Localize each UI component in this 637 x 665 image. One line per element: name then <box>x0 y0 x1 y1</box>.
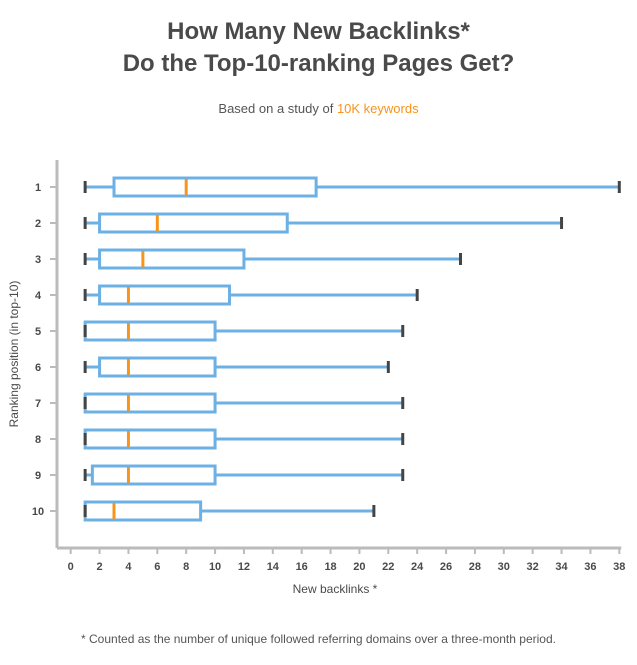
box-iqr <box>112 176 318 198</box>
x-tick-label: 20 <box>353 561 365 573</box>
x-tick-label: 32 <box>527 561 539 573</box>
box-iqr <box>98 356 217 378</box>
box-iqr <box>83 428 217 450</box>
y-tick-label: 7 <box>35 398 41 410</box>
chart-title-line-1: How Many New Backlinks* <box>167 18 470 45</box>
box-iqr <box>83 320 217 342</box>
box-iqr <box>90 464 217 486</box>
x-tick-label: 12 <box>238 561 250 573</box>
chart-title-line-2: Do the Top-10-ranking Pages Get? <box>122 50 515 77</box>
box-iqr <box>83 500 203 522</box>
subtitle-prefix: Based on a study of <box>218 101 337 116</box>
x-tick-label: 2 <box>97 561 103 573</box>
x-axis-label: New backlinks * <box>293 582 378 596</box>
x-tick-label: 38 <box>613 561 625 573</box>
y-tick-label: 3 <box>35 254 41 266</box>
y-axis-label: Ranking position (in top-10) <box>7 281 21 428</box>
y-tick-label: 6 <box>35 362 41 374</box>
y-tick-label: 2 <box>35 218 41 230</box>
box-iqr <box>98 248 246 270</box>
x-tick-label: 28 <box>469 561 481 573</box>
chart-subtitle: Based on a study of 10K keywords <box>0 101 637 116</box>
x-tick-label: 34 <box>555 561 568 573</box>
x-tick-label: 8 <box>183 561 189 573</box>
x-tick-label: 16 <box>296 561 308 573</box>
x-tick-label: 4 <box>125 561 132 573</box>
x-tick-label: 22 <box>382 561 394 573</box>
x-tick-label: 14 <box>267 561 280 573</box>
box-iqr <box>98 212 289 234</box>
y-tick-label: 4 <box>35 290 42 302</box>
x-tick-label: 18 <box>324 561 336 573</box>
footnote: * Counted as the number of unique follow… <box>81 632 556 646</box>
x-tick-label: 30 <box>498 561 510 573</box>
x-tick-label: 0 <box>68 561 74 573</box>
x-tick-label: 36 <box>584 561 596 573</box>
y-tick-label: 10 <box>32 506 44 518</box>
box-iqr <box>98 284 232 306</box>
y-tick-label: 8 <box>35 434 41 446</box>
x-tick-label: 24 <box>411 561 424 573</box>
y-tick-label: 1 <box>35 182 41 194</box>
x-tick-label: 26 <box>440 561 452 573</box>
y-tick-label: 5 <box>35 326 41 338</box>
box-iqr <box>83 392 217 414</box>
y-tick-label: 9 <box>35 470 41 482</box>
x-tick-label: 6 <box>154 561 160 573</box>
x-tick-label: 10 <box>209 561 221 573</box>
subtitle-highlight: 10K keywords <box>336 101 419 116</box>
